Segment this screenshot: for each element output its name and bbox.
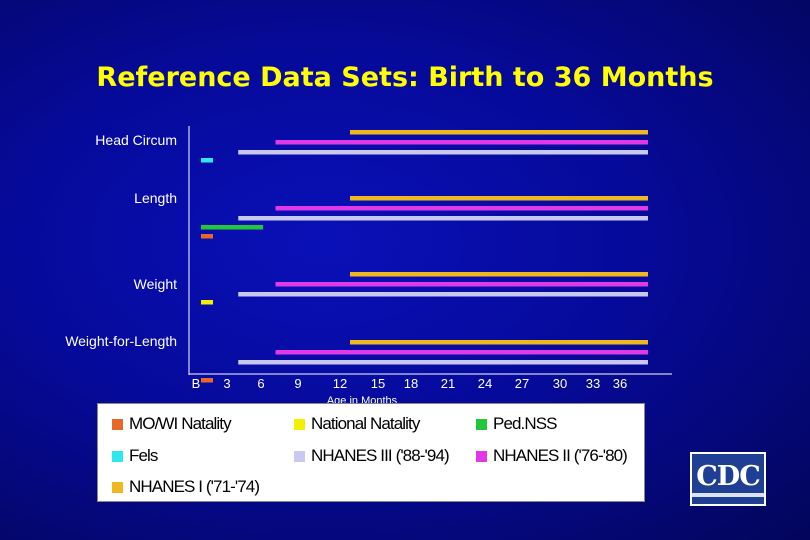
- cdc-logo: CDC: [690, 452, 766, 506]
- x-tick-label: 24: [478, 376, 492, 391]
- range-bar: [201, 225, 264, 230]
- legend-label: National Natality: [311, 414, 420, 433]
- range-bar: [350, 130, 648, 135]
- legend-swatch: [294, 450, 305, 462]
- legend-label: Ped.NSS: [493, 414, 558, 433]
- legend-label: Fels: [129, 446, 158, 465]
- x-tick-label: 30: [553, 376, 567, 391]
- legend-swatch: [294, 418, 305, 430]
- category-label: Head Circum: [95, 132, 177, 148]
- range-bar: [275, 206, 648, 211]
- x-tick-label: 21: [441, 376, 455, 391]
- range-bar: [275, 140, 648, 145]
- cdc-logo-text: CDC: [696, 460, 760, 492]
- range-bar: [350, 272, 648, 277]
- legend-label: NHANES III ('88-'94): [311, 446, 450, 465]
- x-tick-label: 9: [294, 376, 301, 391]
- legend-item: MO/WI Natality: [112, 414, 232, 434]
- legend-label: NHANES I ('71-'74): [129, 477, 260, 496]
- range-bar: [275, 350, 648, 355]
- x-tick-label: 3: [223, 376, 230, 391]
- legend-label: NHANES II ('76-'80): [493, 446, 628, 465]
- legend-swatch: [112, 418, 123, 430]
- x-tick-label: 33: [586, 376, 600, 391]
- legend-label: MO/WI Natality: [129, 414, 232, 433]
- legend-swatch: [476, 450, 487, 462]
- range-bar: [201, 300, 213, 305]
- range-bar: [238, 216, 648, 221]
- legend-swatch: [476, 418, 487, 430]
- legend-item: Fels: [112, 446, 158, 466]
- range-bar: [201, 158, 213, 163]
- legend-item: National Natality: [294, 414, 420, 434]
- category-label: Weight: [134, 276, 177, 292]
- range-bar: [350, 196, 648, 201]
- legend: MO/WI Natality National Natality Ped.NSS Fe…: [97, 403, 645, 502]
- x-tick-label: 18: [404, 376, 418, 391]
- legend-swatch: [112, 450, 123, 462]
- x-tick-label: 6: [257, 376, 264, 391]
- chart-title: Reference Data Sets: Birth to 36 Months: [96, 62, 714, 93]
- x-tick-label: B: [192, 376, 201, 391]
- legend-item: NHANES III ('88-'94): [294, 446, 450, 466]
- range-bar: [238, 150, 648, 155]
- legend-item: NHANES II ('76-'80): [476, 446, 628, 466]
- range-bar: [238, 360, 648, 365]
- range-bar: [201, 378, 213, 383]
- range-bar: [201, 234, 213, 239]
- range-bar: [350, 340, 648, 345]
- legend-item: Ped.NSS: [476, 414, 558, 434]
- x-tick-label: 15: [371, 376, 385, 391]
- category-label: Weight-for-Length: [65, 333, 177, 349]
- range-bar: [238, 292, 648, 297]
- category-label: Length: [134, 190, 177, 206]
- legend-item: NHANES I ('71-'74): [112, 477, 260, 497]
- range-bar: [275, 282, 648, 287]
- x-tick-label: 12: [333, 376, 347, 391]
- legend-swatch: [112, 481, 123, 493]
- x-tick-label: 27: [515, 376, 529, 391]
- x-tick-label: 36: [613, 376, 627, 391]
